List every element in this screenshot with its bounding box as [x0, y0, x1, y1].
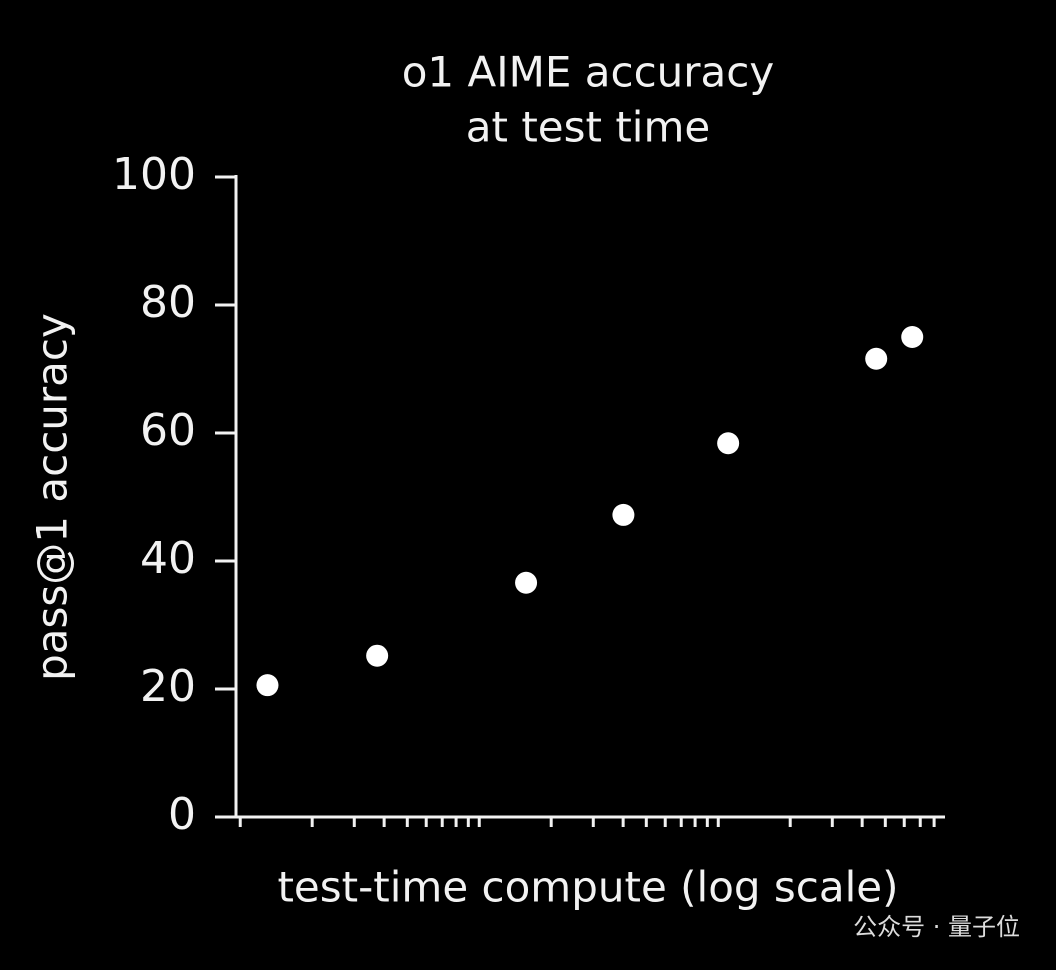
chart-title: at test time [466, 103, 710, 152]
y-tick-label: 80 [140, 277, 196, 328]
y-tick-label: 40 [140, 533, 196, 584]
y-axis-label: pass@1 accuracy [28, 313, 77, 681]
x-axis-label: test-time compute (log scale) [277, 863, 898, 912]
point [612, 503, 635, 526]
y-tick-label: 60 [140, 405, 196, 456]
point [515, 571, 538, 594]
y-tick-label: 20 [140, 661, 196, 712]
point [901, 326, 924, 348]
watermark: 公众号 · 量子位 [853, 913, 1020, 941]
point [256, 674, 279, 697]
point [865, 347, 888, 370]
y-tick-label: 0 [168, 789, 196, 840]
point [717, 432, 740, 455]
y-tick-label: 100 [112, 149, 196, 200]
chart-title: o1 AIME accuracy [402, 48, 775, 97]
point [366, 644, 389, 667]
